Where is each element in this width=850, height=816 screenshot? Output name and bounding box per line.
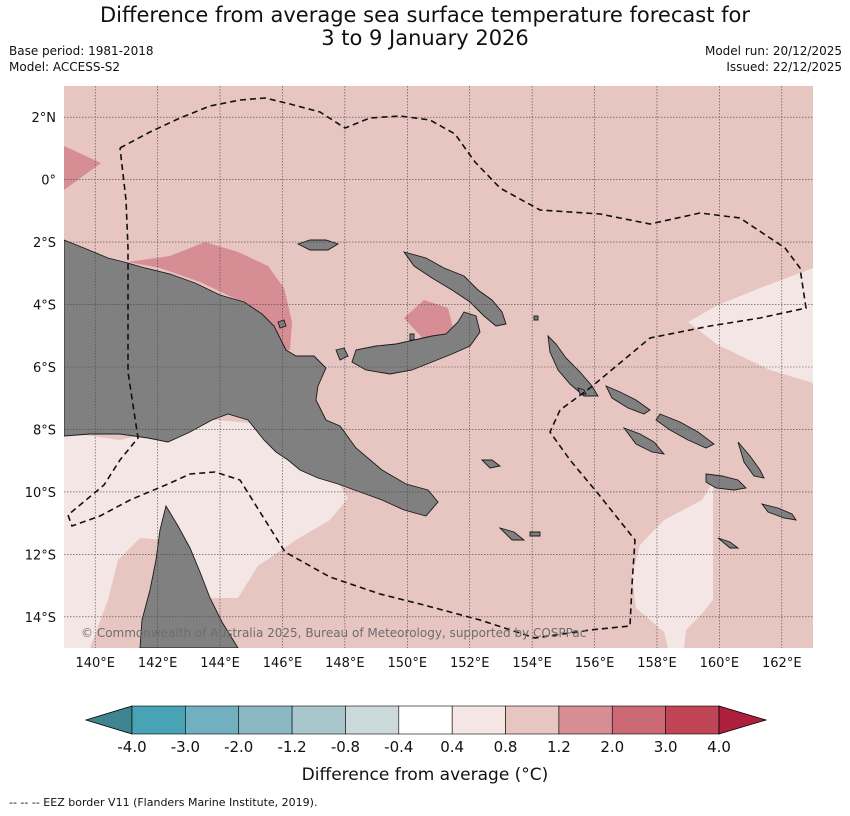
small-island-3 [409,333,415,341]
meta-right: Model run: 20/12/2025 Issued: 22/12/2025 [705,43,842,75]
latitude-labels: 2°N 0° 2°S 4°S 6°S 8°S 10°S 12°S 14°S [25,111,56,626]
sst-band-1.2-2.0-north-png [128,242,292,350]
sst-band-0.4-0.8-gulf [64,420,348,648]
colorbar-arrow-high [718,705,768,735]
colorbar-tick-label: -1.2 [277,738,306,756]
rennell-land [717,537,740,549]
title-line-1: Difference from average sea surface temp… [100,3,750,27]
colorbar-tick-label: 3.0 [654,738,678,756]
sst-band-0.4-0.8-southeast [632,482,713,648]
lon-tick-label: 140°E [75,656,115,671]
lat-tick-label: 2°N [32,111,57,126]
lon-tick-label: 154°E [512,656,552,671]
sst-band-1.2-2.0-newbritain [404,300,454,342]
small-island-4 [533,315,539,321]
lat-tick-label: 12°S [25,548,56,563]
issued-date: Issued: 22/12/2025 [726,60,842,74]
colorbar-segment [185,705,240,735]
lat-tick-label: 8°S [33,423,56,438]
colorbar-tick-label: -0.8 [331,738,360,756]
colorbar-tick-label: 0.4 [440,738,464,756]
colorbar-tick-label: -4.0 [117,738,146,756]
map-figure: © Commonwealth of Australia 2025, Bureau… [25,86,813,785]
colorbar-tick-label: 0.8 [494,738,518,756]
colorbar: -4.0 -3.0 -2.0 -1.2 -0.8 -0.4 0.4 0.8 1.2 2.0 3.0 4… [84,705,768,756]
lat-tick-label: 2°S [33,236,56,251]
colorbar-segment [291,705,346,735]
lon-tick-label: 158°E [637,656,677,671]
colorbar-title: Difference from average (°C) [302,765,549,785]
sst-band-1.2-2.0-northwest [64,146,101,190]
guadalcanal-land [705,473,747,491]
colorbar-tick-label: -2.0 [224,738,253,756]
colorbar-segment [665,705,720,735]
colorbar-tick-label: 4.0 [707,738,731,756]
colorbar-segment [505,705,560,735]
colorbar-segment [398,705,453,735]
colorbar-segment [451,705,506,735]
colorbar-tick-label: 2.0 [600,738,624,756]
solomon-islands-land-4 [737,441,765,479]
footer-note: -- -- -- EEZ border V11 (Flanders Marine… [9,796,318,809]
meta-left: Base period: 1981-2018 Model: ACCESS-S2 [9,43,154,75]
model-name: Model: ACCESS-S2 [9,60,121,74]
lat-tick-label: 10°S [25,486,56,501]
new-ireland-land [402,251,507,327]
lon-tick-label: 146°E [263,656,303,671]
small-island-1 [277,319,287,329]
lon-tick-label: 162°E [762,656,802,671]
lat-tick-label: 0° [41,174,56,189]
louisiade-land [498,527,526,541]
solomon-islands-land-1 [605,385,651,415]
model-run: Model run: 20/12/2025 [704,44,842,58]
map-title: Difference from average sea surface temp… [0,4,850,50]
lon-tick-label: 144°E [200,656,240,671]
lon-tick-label: 160°E [700,656,740,671]
lat-tick-label: 14°S [25,611,56,626]
dentrecasteaux-land [480,459,502,469]
bougainville-land [547,334,599,397]
lat-tick-label: 4°S [33,299,56,314]
lon-tick-label: 152°E [450,656,490,671]
colorbar-segment [345,705,400,735]
manus-land [296,239,340,251]
colorbar-segment [238,705,293,735]
title-line-2: 3 to 9 January 2026 [321,26,529,50]
lat-tick-label: 6°S [33,361,56,376]
lon-tick-label: 156°E [575,656,615,671]
colorbar-segment [558,705,613,735]
solomon-islands-land-2 [655,413,715,449]
map-area: © Commonwealth of Australia 2025, Bureau… [64,86,813,648]
cape-york-land [139,504,239,648]
new-britain-land [351,311,481,375]
lon-tick-label: 148°E [325,656,365,671]
eez-border [67,97,807,639]
colorbar-tick-label: 1.2 [547,738,571,756]
lon-tick-label: 142°E [138,656,178,671]
longitude-labels: 140°E 142°E 144°E 146°E 148°E 150°E 152°E 154°E… [75,656,801,671]
colorbar-segment [131,705,186,735]
makira-land [760,503,797,521]
copyright-notice: © Commonwealth of Australia 2025, Bureau… [81,626,586,640]
colorbar-tick-label: -3.0 [171,738,200,756]
colorbar-segment [611,705,666,735]
solomon-islands-land-3 [622,427,666,455]
base-period: Base period: 1981-2018 [9,44,154,58]
colorbar-arrow-low [84,705,133,735]
colorbar-tick-label: -0.4 [384,738,413,756]
woodlark-land [529,531,541,537]
gridlines [64,86,813,648]
lon-tick-label: 150°E [388,656,428,671]
